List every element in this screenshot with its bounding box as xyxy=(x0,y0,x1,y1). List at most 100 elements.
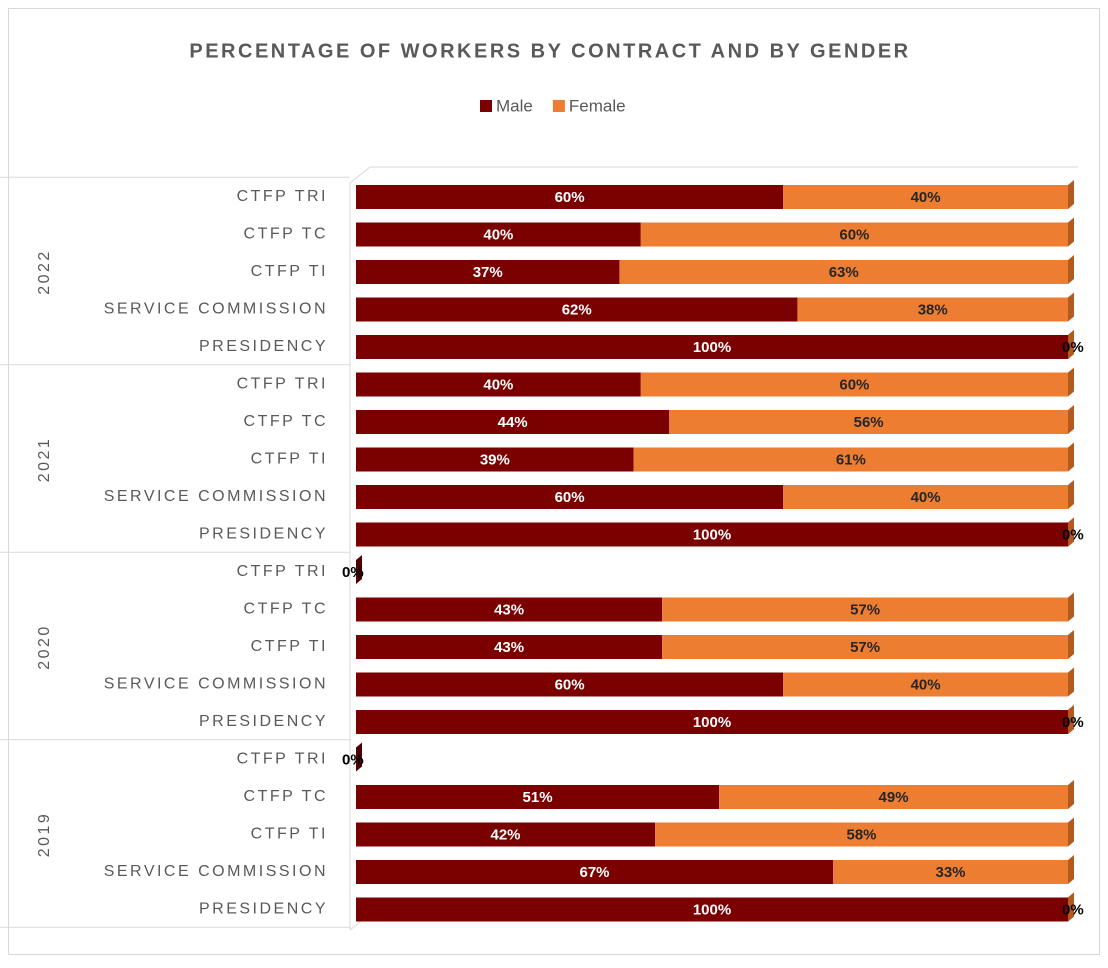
data-label: 0% xyxy=(342,564,364,581)
bar-segment xyxy=(783,485,1068,509)
data-label: 44% xyxy=(498,414,528,431)
bar-segment xyxy=(356,672,784,697)
y-tick-label: SERVICE COMMISSION xyxy=(104,488,328,505)
legend-label: Female xyxy=(569,96,626,115)
data-label: 60% xyxy=(555,189,585,206)
bar-segment xyxy=(356,335,1068,359)
bar-segment xyxy=(640,372,1068,397)
bar-side xyxy=(1068,442,1074,472)
bar-segment xyxy=(356,410,670,434)
bar-segment xyxy=(356,485,784,509)
bar-segment xyxy=(356,822,656,847)
data-label: 60% xyxy=(839,376,869,393)
bar-segment xyxy=(356,897,1068,922)
bar-side xyxy=(1068,180,1074,209)
group-label: 2021 xyxy=(36,437,53,483)
y-tick-label: CTFP TRI xyxy=(237,376,328,393)
data-label: 67% xyxy=(580,864,610,881)
data-label: 37% xyxy=(473,264,503,281)
data-label: 40% xyxy=(911,676,941,693)
chart-border xyxy=(8,8,1100,955)
bar-segment xyxy=(356,710,1068,734)
data-label: 100% xyxy=(693,526,731,543)
y-tick-label: CTFP TC xyxy=(244,601,328,618)
bar-side xyxy=(1068,367,1074,397)
data-label: 56% xyxy=(854,414,884,431)
bar-side xyxy=(1068,255,1074,284)
bar-side xyxy=(1068,292,1074,322)
data-label: 61% xyxy=(836,451,866,468)
data-label: 40% xyxy=(483,226,513,243)
data-label: 58% xyxy=(847,826,877,843)
data-label: 43% xyxy=(494,639,524,656)
bar-side xyxy=(1068,330,1074,359)
y-tick-label: CTFP TRI xyxy=(237,563,328,580)
bar-segment xyxy=(356,297,798,322)
bar-side xyxy=(1068,667,1074,697)
data-label: 57% xyxy=(850,639,880,656)
data-label: 0% xyxy=(342,751,364,768)
legend-swatch xyxy=(552,100,565,112)
bar-side xyxy=(1068,480,1074,509)
bar-segment xyxy=(640,222,1068,247)
bar-side xyxy=(1068,705,1074,734)
bar-segment xyxy=(356,860,834,884)
bar-segment xyxy=(662,597,1068,622)
bar-segment xyxy=(797,297,1068,322)
chart-title: PERCENTAGE OF WORKERS BY CONTRACT AND BY… xyxy=(189,40,910,62)
y-tick-label: PRESIDENCY xyxy=(199,526,328,543)
floor-edge xyxy=(349,166,371,184)
data-label: 62% xyxy=(562,301,592,318)
bar-side xyxy=(356,555,362,584)
y-tick-label: CTFP TRI xyxy=(237,751,328,768)
data-label: 60% xyxy=(555,676,585,693)
data-label: 49% xyxy=(879,789,909,806)
y-tick-label: PRESIDENCY xyxy=(199,901,328,918)
bar-segment xyxy=(356,260,620,284)
bar-side xyxy=(1068,780,1074,809)
bar-segment xyxy=(662,635,1068,659)
data-label: 60% xyxy=(839,226,869,243)
y-tick-label: PRESIDENCY xyxy=(199,713,328,730)
y-tick-label: CTFP TI xyxy=(251,451,328,468)
data-label: 0% xyxy=(1062,901,1084,918)
data-label: 0% xyxy=(1062,714,1084,731)
bar-segment xyxy=(719,785,1068,809)
data-label: 40% xyxy=(911,189,941,206)
y-tick-label: CTFP TC xyxy=(244,788,328,805)
bar-side xyxy=(1068,517,1074,547)
y-tick-label: SERVICE COMMISSION xyxy=(104,676,328,693)
bar-segment xyxy=(356,372,641,397)
data-label: 51% xyxy=(523,789,553,806)
data-label: 63% xyxy=(829,264,859,281)
data-label: 0% xyxy=(1062,526,1084,543)
data-label: 100% xyxy=(693,901,731,918)
data-label: 39% xyxy=(480,451,510,468)
bar-segment xyxy=(356,785,720,809)
data-label: 33% xyxy=(936,864,966,881)
y-tick-label: CTFP TI xyxy=(251,826,328,843)
bar-segment xyxy=(655,822,1068,847)
legend-label: Male xyxy=(496,96,533,115)
y-tick-label: CTFP TC xyxy=(244,226,328,243)
bar-side xyxy=(1068,217,1074,247)
y-tick-label: CTFP TRI xyxy=(237,188,328,205)
group-label: 2022 xyxy=(36,249,53,295)
bar-side xyxy=(356,742,362,772)
y-tick-label: SERVICE COMMISSION xyxy=(104,301,328,318)
data-label: 57% xyxy=(850,601,880,618)
group-label: 2019 xyxy=(36,812,53,858)
bar-side xyxy=(1068,855,1074,884)
bar-side xyxy=(1068,892,1074,922)
data-label: 42% xyxy=(491,826,521,843)
group-label: 2020 xyxy=(36,624,53,670)
data-label: 43% xyxy=(494,601,524,618)
bar-segment xyxy=(356,185,784,209)
bar-segment xyxy=(633,447,1068,472)
bar-segment xyxy=(783,185,1068,209)
bar-side xyxy=(1068,405,1074,434)
data-label: 60% xyxy=(555,489,585,506)
y-tick-label: SERVICE COMMISSION xyxy=(104,863,328,880)
bar-segment xyxy=(356,635,663,659)
